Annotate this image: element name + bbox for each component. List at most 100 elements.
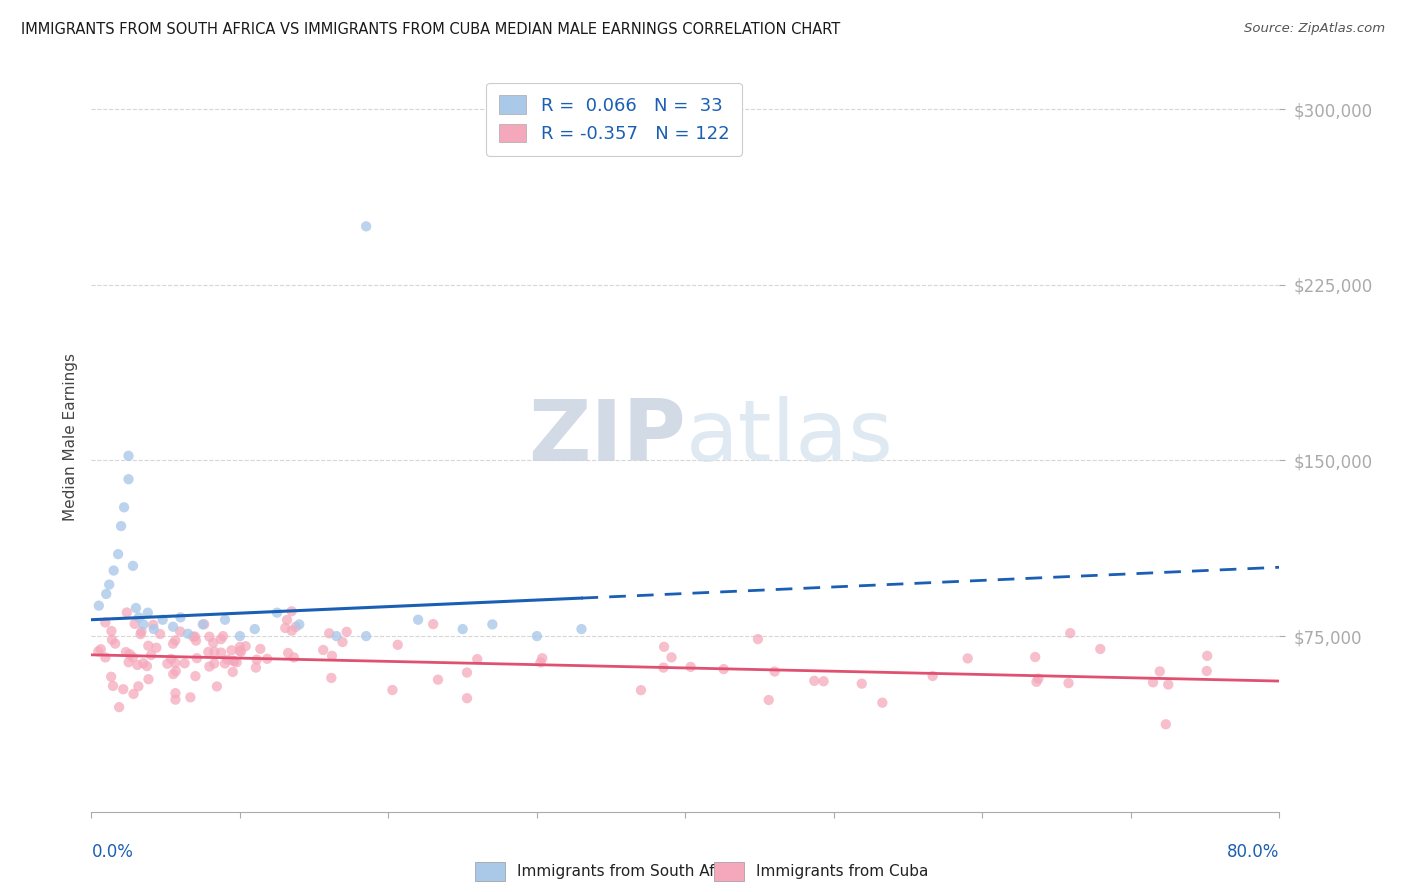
Point (284, 620, 307, 634)
Point (142, 617, 165, 632)
Point (212, 629, 235, 643)
Point (209, 646, 232, 660)
Point (122, 558, 145, 573)
Point (121, 650, 143, 665)
Point (249, 641, 271, 656)
Point (169, 624, 191, 639)
Point (87, 599, 110, 613)
Point (225, 655, 247, 669)
Point (209, 632, 232, 647)
Point (921, 669, 943, 683)
Point (679, 660, 702, 674)
Point (152, 613, 174, 627)
Point (98, 577, 121, 591)
Point (256, 652, 278, 666)
Point (165, 656, 187, 670)
Point (165, 664, 187, 678)
Point (763, 665, 786, 679)
Point (127, 679, 149, 693)
Point (276, 613, 298, 627)
Point (129, 627, 152, 641)
Point (1090, 642, 1112, 657)
Point (661, 650, 683, 665)
Point (139, 648, 162, 662)
Text: Immigrants from South Africa: Immigrants from South Africa (517, 864, 742, 879)
Point (156, 657, 179, 671)
Point (526, 629, 548, 643)
Point (101, 632, 124, 647)
Point (162, 620, 184, 634)
Text: Source: ZipAtlas.com: Source: ZipAtlas.com (1244, 22, 1385, 36)
Point (318, 626, 340, 640)
Point (354, 219, 377, 234)
Text: ZIP: ZIP (527, 395, 685, 479)
Point (758, 693, 780, 707)
Point (1157, 677, 1180, 691)
Point (179, 690, 201, 705)
Point (571, 622, 593, 636)
Point (90, 642, 112, 657)
Point (266, 606, 288, 620)
Point (235, 639, 257, 653)
Point (118, 647, 141, 661)
Point (124, 616, 146, 631)
Point (145, 640, 167, 655)
Point (1024, 650, 1046, 665)
Point (1142, 675, 1164, 690)
Point (321, 648, 343, 663)
Point (181, 630, 204, 644)
Point (1025, 674, 1047, 689)
Point (336, 624, 359, 639)
Point (117, 472, 139, 486)
Point (1154, 717, 1177, 731)
Point (96, 587, 118, 601)
Point (100, 670, 122, 684)
Point (138, 672, 160, 686)
Point (94, 615, 117, 630)
Point (531, 651, 554, 665)
Point (87, 644, 110, 658)
Point (110, 519, 132, 533)
Point (184, 630, 207, 644)
Point (162, 637, 184, 651)
Point (481, 617, 503, 632)
Point (381, 683, 404, 698)
Point (325, 629, 347, 643)
Point (117, 655, 139, 669)
Point (221, 643, 243, 657)
Point (354, 629, 377, 643)
Point (243, 622, 266, 636)
Point (202, 636, 225, 650)
Point (713, 662, 735, 676)
Point (422, 617, 444, 632)
Point (872, 696, 894, 710)
Point (112, 500, 135, 515)
Point (191, 617, 214, 632)
Point (142, 622, 165, 636)
Point (135, 659, 157, 673)
Point (529, 656, 551, 670)
Point (652, 640, 675, 654)
Point (283, 650, 305, 665)
Point (229, 645, 252, 659)
Point (1057, 676, 1080, 690)
Text: Immigrants from Cuba: Immigrants from Cuba (756, 864, 928, 879)
Y-axis label: Median Male Earnings: Median Male Earnings (62, 353, 77, 521)
Point (112, 682, 135, 697)
Point (652, 660, 675, 674)
Point (205, 680, 228, 694)
Point (214, 657, 236, 671)
Point (1197, 648, 1219, 663)
Point (214, 613, 236, 627)
Point (184, 633, 207, 648)
Point (104, 637, 127, 651)
Point (245, 660, 267, 674)
Point (107, 547, 129, 561)
Point (803, 673, 825, 688)
Point (177, 626, 200, 640)
Point (851, 676, 873, 690)
Point (115, 645, 138, 659)
Point (136, 606, 159, 620)
Point (136, 639, 159, 653)
Point (160, 652, 183, 666)
